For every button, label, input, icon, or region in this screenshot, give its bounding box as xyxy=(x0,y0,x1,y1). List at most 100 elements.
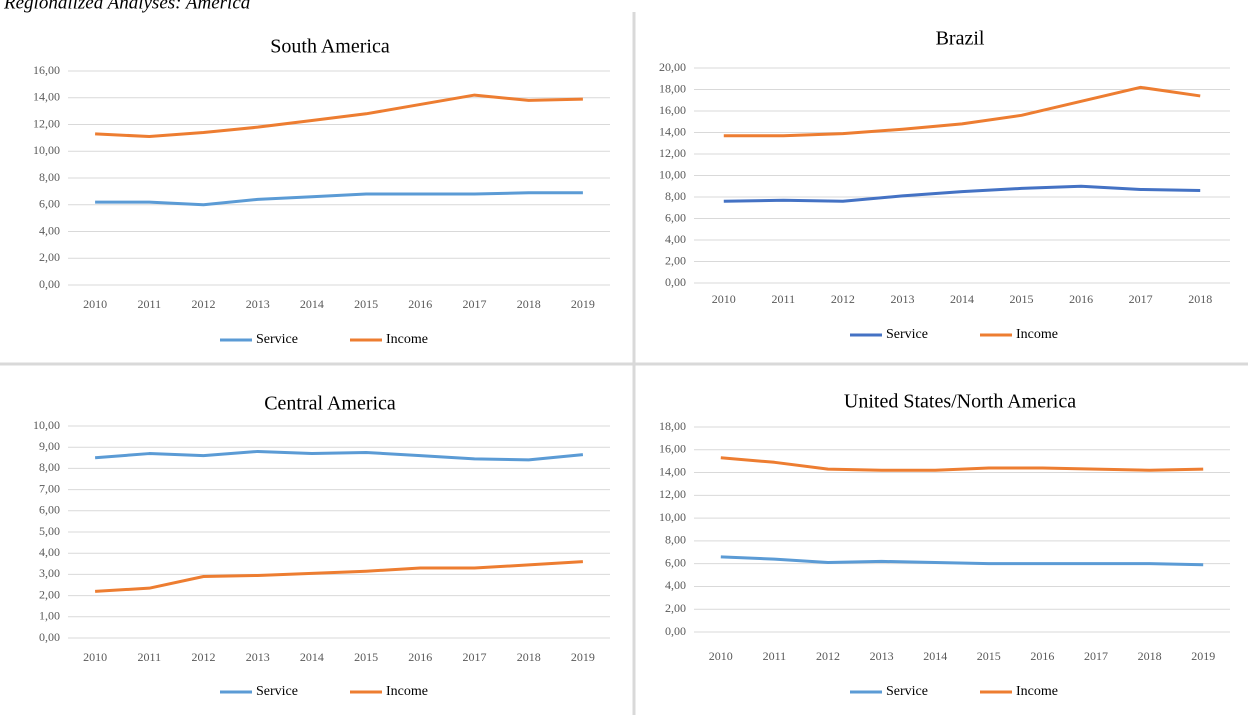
y-tick-label: 2,00 xyxy=(665,253,686,267)
figure-title: Regionalized Analyses: America xyxy=(3,0,250,13)
y-tick-label: 4,00 xyxy=(39,223,60,237)
x-tick-label: 2010 xyxy=(709,649,733,663)
x-tick-label: 2016 xyxy=(1069,292,1093,306)
x-tick-label: 2014 xyxy=(300,650,324,664)
x-tick-label: 2016 xyxy=(408,650,432,664)
y-tick-label: 2,00 xyxy=(39,250,60,264)
x-tick-label: 2019 xyxy=(1191,649,1215,663)
y-tick-label: 14,00 xyxy=(659,464,686,478)
y-tick-label: 18,00 xyxy=(659,419,686,433)
x-tick-label: 2019 xyxy=(571,650,595,664)
x-tick-label: 2010 xyxy=(83,650,107,664)
y-tick-label: 6,00 xyxy=(39,197,60,211)
x-tick-label: 2017 xyxy=(463,297,487,311)
y-tick-label: 6,00 xyxy=(665,210,686,224)
x-tick-label: 2012 xyxy=(831,292,855,306)
y-tick-label: 1,00 xyxy=(39,609,60,623)
x-tick-label: 2014 xyxy=(300,297,324,311)
x-tick-label: 2011 xyxy=(138,650,162,664)
x-tick-label: 2013 xyxy=(870,649,894,663)
y-tick-label: 6,00 xyxy=(39,503,60,517)
x-tick-label: 2012 xyxy=(192,297,216,311)
x-tick-label: 2014 xyxy=(923,649,947,663)
y-tick-label: 16,00 xyxy=(659,103,686,117)
legend-label: Income xyxy=(386,684,428,699)
y-tick-label: 0,00 xyxy=(665,275,686,289)
y-tick-label: 8,00 xyxy=(39,460,60,474)
chart-title: Brazil xyxy=(936,28,985,50)
x-tick-label: 2010 xyxy=(712,292,736,306)
x-tick-label: 2017 xyxy=(1129,292,1153,306)
x-tick-label: 2015 xyxy=(354,650,378,664)
y-tick-label: 0,00 xyxy=(39,277,60,291)
y-tick-label: 10,00 xyxy=(33,143,60,157)
x-tick-label: 2015 xyxy=(977,649,1001,663)
x-tick-label: 2016 xyxy=(408,297,432,311)
x-tick-label: 2012 xyxy=(816,649,840,663)
y-tick-label: 3,00 xyxy=(39,566,60,580)
x-tick-label: 2013 xyxy=(890,292,914,306)
x-tick-label: 2018 xyxy=(1188,292,1212,306)
x-tick-label: 2016 xyxy=(1030,649,1054,663)
x-tick-label: 2015 xyxy=(1010,292,1034,306)
x-tick-label: 2015 xyxy=(354,297,378,311)
legend-label: Service xyxy=(256,332,298,347)
y-tick-label: 8,00 xyxy=(665,533,686,547)
y-tick-label: 8,00 xyxy=(665,189,686,203)
y-tick-label: 10,00 xyxy=(659,510,686,524)
series-line xyxy=(723,184,1201,203)
y-tick-label: 5,00 xyxy=(39,524,60,538)
y-tick-label: 20,00 xyxy=(659,60,686,74)
y-tick-label: 9,00 xyxy=(39,439,60,453)
x-tick-label: 2011 xyxy=(138,297,162,311)
legend-label: Income xyxy=(1016,684,1058,699)
y-tick-label: 2,00 xyxy=(665,601,686,615)
y-tick-label: 4,00 xyxy=(665,232,686,246)
x-tick-label: 2012 xyxy=(192,650,216,664)
legend-label: Income xyxy=(1016,327,1058,342)
y-tick-label: 12,00 xyxy=(659,146,686,160)
chart-title: United States/North America xyxy=(844,391,1076,413)
x-tick-label: 2018 xyxy=(517,650,541,664)
series-line xyxy=(720,456,1204,472)
x-tick-label: 2017 xyxy=(463,650,487,664)
series-line xyxy=(720,555,1204,567)
y-tick-label: 0,00 xyxy=(39,630,60,644)
x-tick-label: 2013 xyxy=(246,650,270,664)
series-line xyxy=(723,85,1201,138)
y-tick-label: 4,00 xyxy=(665,578,686,592)
y-tick-label: 10,00 xyxy=(33,418,60,432)
x-tick-label: 2018 xyxy=(1138,649,1162,663)
y-tick-label: 7,00 xyxy=(39,481,60,495)
y-tick-label: 16,00 xyxy=(33,63,60,77)
x-tick-label: 2019 xyxy=(571,297,595,311)
y-tick-label: 12,00 xyxy=(33,116,60,130)
legend-label: Service xyxy=(256,684,298,699)
y-tick-label: 6,00 xyxy=(665,555,686,569)
y-tick-label: 14,00 xyxy=(33,90,60,104)
x-tick-label: 2017 xyxy=(1084,649,1108,663)
series-line xyxy=(95,93,583,139)
y-tick-label: 2,00 xyxy=(39,587,60,601)
y-tick-label: 8,00 xyxy=(39,170,60,184)
x-tick-label: 2011 xyxy=(772,292,796,306)
series-line xyxy=(95,191,583,207)
y-tick-label: 10,00 xyxy=(659,167,686,181)
series-line xyxy=(95,560,583,593)
x-tick-label: 2014 xyxy=(950,292,974,306)
y-tick-label: 4,00 xyxy=(39,545,60,559)
legend-label: Service xyxy=(886,684,928,699)
series-line xyxy=(94,449,584,462)
legend-label: Income xyxy=(386,332,428,347)
y-tick-label: 0,00 xyxy=(665,624,686,638)
x-tick-label: 2010 xyxy=(83,297,107,311)
chart-title: South America xyxy=(270,36,390,58)
y-tick-label: 16,00 xyxy=(659,442,686,456)
y-tick-label: 18,00 xyxy=(659,81,686,95)
x-tick-label: 2013 xyxy=(246,297,270,311)
y-tick-label: 14,00 xyxy=(659,124,686,138)
chart-title: Central America xyxy=(264,393,396,415)
x-tick-label: 2018 xyxy=(517,297,541,311)
legend-label: Service xyxy=(886,327,928,342)
